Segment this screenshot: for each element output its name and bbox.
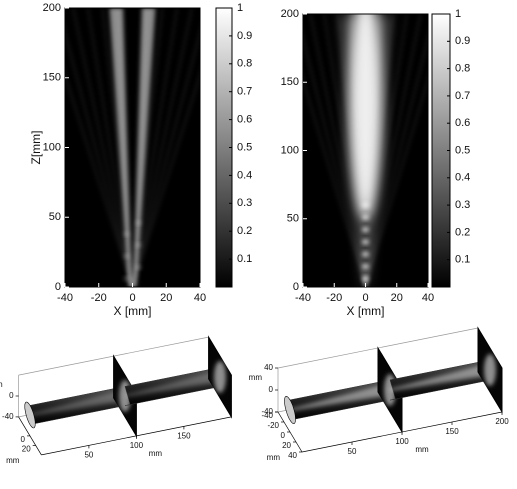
x-tick-label: 40 — [422, 292, 434, 304]
y-tick-label: 100 — [43, 141, 61, 153]
x-axis-label: X [mm] — [347, 304, 385, 318]
x-tick-label: -20 — [326, 292, 342, 304]
field-background — [65, 8, 200, 287]
y-tick-label: 0 — [293, 281, 299, 293]
y-tick-label: 200 — [43, 2, 61, 14]
x-tick-label: 150 — [177, 432, 191, 441]
near-field-spot — [362, 215, 369, 220]
y-tick-label: 0 — [281, 431, 286, 440]
x-axis-label: mm — [149, 449, 163, 458]
near-field-spot — [124, 277, 130, 281]
near-field-spot — [136, 221, 142, 225]
y-tick-label: 40 — [288, 451, 297, 460]
field — [43, 8, 221, 287]
x-tick-label: 50 — [348, 447, 357, 456]
x-tick-label: 100 — [395, 437, 409, 446]
y-tick-label: 50 — [287, 213, 299, 225]
colorbar-tick-label: 0.8 — [237, 58, 252, 70]
field — [283, 0, 448, 287]
y-tick-label: 200 — [281, 8, 299, 20]
near-field-spot — [362, 203, 369, 208]
z-axis-label: mm — [0, 380, 3, 389]
near-field-spot — [362, 239, 369, 244]
colorbar-tick-label: 1 — [237, 2, 243, 14]
colorbar-tick-label: 0.7 — [455, 90, 470, 102]
y-tick-label: 50 — [49, 211, 61, 223]
x-tick-label: 20 — [160, 292, 172, 304]
x-tick-label: 20 — [391, 292, 403, 304]
colorbar-tick-label: 0.3 — [455, 199, 470, 211]
x-tick-label: 0 — [362, 292, 368, 304]
colorbar-tick-label: 0.6 — [455, 117, 470, 129]
y-tick-label: 0 — [55, 281, 61, 293]
x-tick-label: 150 — [445, 427, 459, 436]
y-tick-label: 150 — [43, 72, 61, 84]
x-tick-label: 100 — [130, 441, 144, 450]
colorbar-tick-label: 0.4 — [455, 172, 470, 184]
near-field-spot — [362, 264, 369, 269]
x-tick-label: -40 — [57, 292, 73, 304]
y-tick-label: 20 — [22, 445, 31, 454]
colorbar-tick-label: 0.4 — [237, 169, 252, 181]
z-tick-label: 0 — [9, 391, 14, 400]
y-tick-label: 0 — [21, 435, 26, 444]
y-axis-label: mm — [267, 453, 281, 462]
figure: -40-2002040050100150200X [mm]Z[mm]0.10.2… — [0, 0, 517, 489]
x-axis-label: mm — [415, 445, 429, 454]
x-tick-label: -20 — [91, 292, 107, 304]
colorbar-tick-label: 0.5 — [237, 141, 252, 153]
x-tick-label: 200 — [495, 417, 509, 426]
colorbar-tick-label: 0.2 — [237, 225, 252, 237]
x-tick-label: 0 — [129, 292, 135, 304]
colorbar-tick-label: 0.7 — [237, 86, 252, 98]
colorbar-tick-label: 0.1 — [237, 253, 252, 265]
y-tick-label: 150 — [281, 76, 299, 88]
plane-spot — [484, 354, 496, 386]
colorbar-tick-label: 0.9 — [455, 35, 470, 47]
near-field-spot — [124, 254, 130, 258]
near-field-spot — [362, 252, 369, 257]
z-tick-label: 0 — [269, 385, 274, 394]
plane-spot — [214, 361, 226, 393]
y-tick-label: 20 — [282, 441, 291, 450]
colorbar-tick-label: 0.6 — [237, 114, 252, 126]
colorbar-tick-label: 0.5 — [455, 144, 470, 156]
near-field-spot — [124, 232, 130, 236]
near-field-spot — [136, 265, 142, 269]
x-tick-label: -40 — [295, 292, 311, 304]
x-axis-label: X [mm] — [114, 304, 152, 318]
y-tick-label: 100 — [281, 144, 299, 156]
z-tick-label: -40 — [2, 412, 14, 421]
y-tick-label: -20 — [267, 421, 279, 430]
y-axis-label: Z[mm] — [29, 131, 43, 165]
colorbar-tick-label: 0.3 — [237, 197, 252, 209]
colorbar-tick-label: 0.9 — [237, 30, 252, 42]
y-axis-label: mm — [6, 456, 20, 465]
colorbar-tick-label: 0.2 — [455, 226, 470, 238]
x-tick-label: 40 — [194, 292, 206, 304]
z-tick-label: -40 — [261, 407, 273, 416]
near-field-spot — [136, 243, 142, 247]
x-tick-label: 50 — [84, 451, 93, 460]
near-field-spot — [362, 227, 369, 232]
near-field-spot — [362, 276, 369, 281]
z-axis-label: mm — [249, 373, 263, 382]
z-tick-label: 40 — [264, 363, 273, 372]
colorbar-tick-label: 0.1 — [455, 254, 470, 266]
colorbar-tick-label: 0.8 — [455, 63, 470, 75]
colorbar-tick-label: 1 — [455, 8, 461, 20]
